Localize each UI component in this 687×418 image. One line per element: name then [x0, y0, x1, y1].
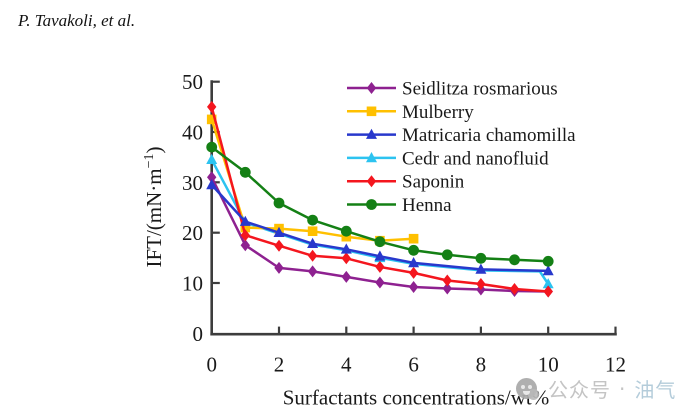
data-point-seidlitza-rosmarious: [240, 239, 250, 252]
data-point-henna: [273, 197, 285, 209]
legend-label: Cedr and nanofluid: [402, 148, 549, 169]
x-axis-title: Surfactants concentrations/wt%: [283, 386, 550, 410]
data-point-matricaria-chamomilla: [206, 179, 218, 190]
y-tick-label: 40: [182, 121, 203, 145]
watermark-separator: ·: [619, 376, 627, 401]
data-point-henna: [340, 225, 352, 237]
legend-item-matricaria-chamomilla: Matricaria chamomilla: [347, 125, 576, 146]
axes: 0 10 20 30 40 50 0 2 4 6 8 10 12 Surfactants concentr…: [142, 70, 626, 409]
data-point-henna: [475, 252, 487, 264]
data-point-henna: [307, 214, 318, 226]
data-point-henna: [408, 244, 419, 256]
data-point-saponin: [207, 100, 217, 113]
series-line-seidlitza-rosmarious: [210, 176, 549, 293]
data-point-matricaria-chamomilla: [307, 237, 319, 248]
data-point-seidlitza-rosmarious: [375, 276, 385, 289]
y-tick-label: 50: [182, 70, 203, 94]
circle-marker: [366, 199, 377, 210]
data-point-saponin: [509, 283, 520, 295]
watermark-text-prefix: 公众号: [548, 378, 611, 402]
data-point-saponin: [240, 229, 250, 242]
data-point-cedr-and-nanofluid: [206, 153, 218, 164]
data-point-henna: [509, 254, 520, 266]
legend-item-seidlitza-rosmarious: Seidlitza rosmarious: [347, 79, 558, 100]
data-point-mulberry: [307, 226, 318, 236]
author-header: P. Tavakoli, et al.: [18, 11, 136, 30]
y-axis-title-text: IFT/(mN·m−1): [142, 146, 166, 267]
legend-item-henna: Henna: [347, 195, 452, 216]
watermark-emoji-face-icon: [516, 377, 539, 400]
x-tick-label: 8: [476, 353, 487, 377]
series-henna: [206, 141, 554, 267]
data-point-seidlitza-rosmarious: [341, 270, 351, 283]
data-point-mulberry: [341, 231, 352, 242]
data-point-seidlitza-rosmarious: [207, 171, 217, 184]
triangle-marker: [366, 152, 377, 163]
watermark-text-suffix: 油气: [634, 378, 677, 402]
y-tick-label: 0: [193, 322, 204, 346]
data-point-henna: [239, 166, 251, 178]
legend-item-saponin: Saponin: [347, 172, 465, 193]
y-tick-label: 30: [182, 171, 203, 195]
data-point-saponin: [408, 266, 419, 279]
x-tick-label: 12: [605, 353, 626, 377]
data-point-matricaria-chamomilla: [374, 250, 386, 261]
legend-label: Matricaria chamomilla: [402, 125, 576, 146]
x-tick-label: 6: [408, 353, 419, 377]
diamond-marker: [366, 82, 377, 94]
data-point-matricaria-chamomilla: [340, 243, 352, 254]
data-point-matricaria-chamomilla: [542, 265, 554, 276]
data-point-cedr-and-nanofluid: [542, 278, 554, 289]
y-tick-label: 10: [182, 272, 203, 296]
data-point-henna: [441, 249, 453, 261]
data-point-henna: [542, 255, 554, 267]
triangle-marker: [366, 128, 377, 139]
data-point-mulberry: [408, 233, 419, 244]
legend-label: Mulberry: [402, 102, 474, 123]
series-seidlitza-rosmarious: [207, 171, 553, 298]
data-point-henna: [374, 236, 386, 248]
data-point-seidlitza-rosmarious: [408, 281, 419, 293]
legend-item-cedr-and-nanofluid: Cedr and nanofluid: [347, 148, 549, 169]
data-point-matricaria-chamomilla: [408, 257, 420, 268]
data-point-saponin: [274, 239, 284, 252]
y-tick-label: 20: [182, 221, 203, 245]
data-point-saponin: [442, 274, 452, 287]
y-axis-title: IFT/(mN·m−1): [142, 146, 166, 267]
data-point-mulberry: [240, 222, 251, 233]
legend-item-mulberry: Mulberry: [347, 102, 474, 123]
data-point-saponin: [476, 278, 486, 290]
watermark: 公众号 · 油气: [516, 374, 676, 403]
x-tick-label: 10: [538, 353, 559, 377]
data-point-saponin: [375, 260, 385, 273]
series-saponin: [207, 100, 553, 298]
legend-label: Saponin: [402, 172, 465, 193]
data-point-henna: [206, 141, 218, 153]
square-marker: [366, 106, 377, 117]
x-tick-label: 0: [206, 353, 217, 377]
data-point-matricaria-chamomilla: [273, 226, 285, 237]
data-point-seidlitza-rosmarious: [307, 265, 318, 278]
data-point-seidlitza-rosmarious: [274, 261, 284, 274]
diamond-marker: [366, 175, 377, 188]
data-point-seidlitza-rosmarious: [442, 282, 452, 295]
data-point-saponin: [341, 252, 351, 265]
data-point-saponin: [307, 249, 318, 262]
data-point-mulberry: [206, 114, 217, 125]
series-matricaria-chamomilla: [206, 179, 554, 276]
x-tick-label: 2: [274, 353, 285, 377]
legend-label: Seidlitza rosmarious: [402, 79, 558, 100]
legend-label: Henna: [402, 195, 452, 216]
data-point-saponin: [543, 285, 553, 298]
x-tick-label: 4: [341, 353, 352, 377]
data-point-matricaria-chamomilla: [475, 263, 487, 274]
data-point-matricaria-chamomilla: [239, 215, 251, 226]
